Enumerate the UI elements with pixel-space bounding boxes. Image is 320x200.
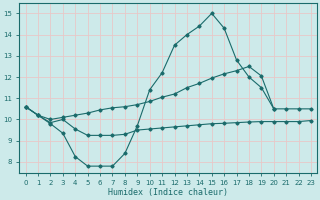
X-axis label: Humidex (Indice chaleur): Humidex (Indice chaleur) bbox=[108, 188, 228, 197]
